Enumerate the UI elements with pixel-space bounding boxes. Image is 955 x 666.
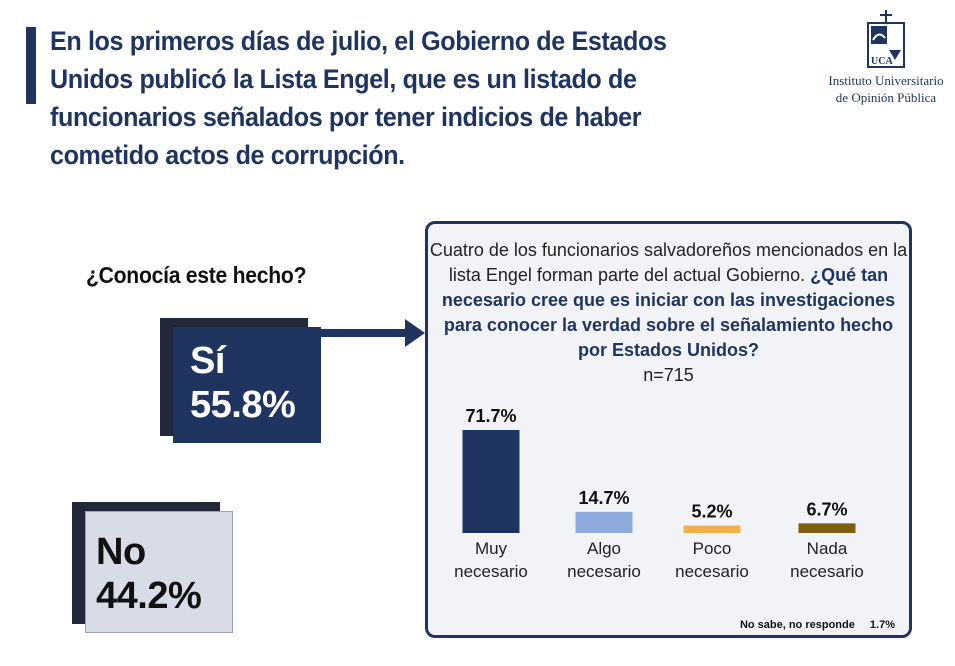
value-label-2: 14.7% <box>578 488 629 508</box>
si-value: 55.8% <box>190 384 296 426</box>
no-value: 44.2% <box>96 575 202 617</box>
category-label-2-line-2: necesario <box>567 562 641 581</box>
category-label-1-line-2: necesario <box>454 562 528 581</box>
logo-mark-text: UCA <box>871 56 893 67</box>
panel-question: Cuatro de los funcionarios salvadoreños … <box>428 238 909 388</box>
bar-3 <box>683 525 741 533</box>
category-label-4-line-2: necesario <box>790 562 864 581</box>
uca-cross-logo-icon: UCA <box>867 10 905 68</box>
value-label-4: 6.7% <box>806 499 847 519</box>
category-label-4-line-1: Nada <box>807 539 848 558</box>
no-answer-footnote: No sabe, no responde 1.7% <box>740 619 895 631</box>
headline: En los primeros días de julio, el Gobier… <box>50 26 667 170</box>
bar-2 <box>575 511 633 533</box>
no-label: No <box>96 531 146 573</box>
sample-size: n=715 <box>643 365 694 385</box>
followup-panel: Cuatro de los funcionarios salvadoreños … <box>425 221 912 638</box>
logo-line-2: de Opinión Pública <box>835 90 937 105</box>
logo: UCA Instituto Universitario de Opinión P… <box>822 10 950 110</box>
logo-line-1: Instituto Universitario <box>828 73 944 88</box>
value-label-3: 5.2% <box>691 502 732 522</box>
bar-1 <box>462 430 520 533</box>
value-label-1: 71.7% <box>465 406 516 426</box>
headline-accent-bar <box>26 27 36 104</box>
si-label: Sí <box>190 340 225 382</box>
footnote-label: No sabe, no responde <box>739 619 855 631</box>
footnote-value: 1.7% <box>869 619 895 631</box>
category-label-3-line-1: Poco <box>693 539 732 558</box>
panel-question-bold: ¿Qué tan necesario cree que es iniciar c… <box>441 265 896 360</box>
si-answer-card: Sí 55.8% <box>173 327 321 443</box>
no-answer-card: No 44.2% <box>85 511 233 633</box>
category-label-2-line-1: Algo <box>587 539 621 558</box>
bar-4 <box>798 523 856 533</box>
category-label-1-line-1: Muy <box>475 539 508 558</box>
bar-chart: 71.7% Muy necesario 14.7% Algo necesario 5.2% P… <box>454 406 864 581</box>
arrow-icon <box>321 319 425 347</box>
question-label: ¿Conocía este hecho? <box>86 262 307 288</box>
category-label-3-line-2: necesario <box>675 562 749 581</box>
panel-intro: Cuatro de los funcionarios salvadoreños … <box>429 240 908 285</box>
